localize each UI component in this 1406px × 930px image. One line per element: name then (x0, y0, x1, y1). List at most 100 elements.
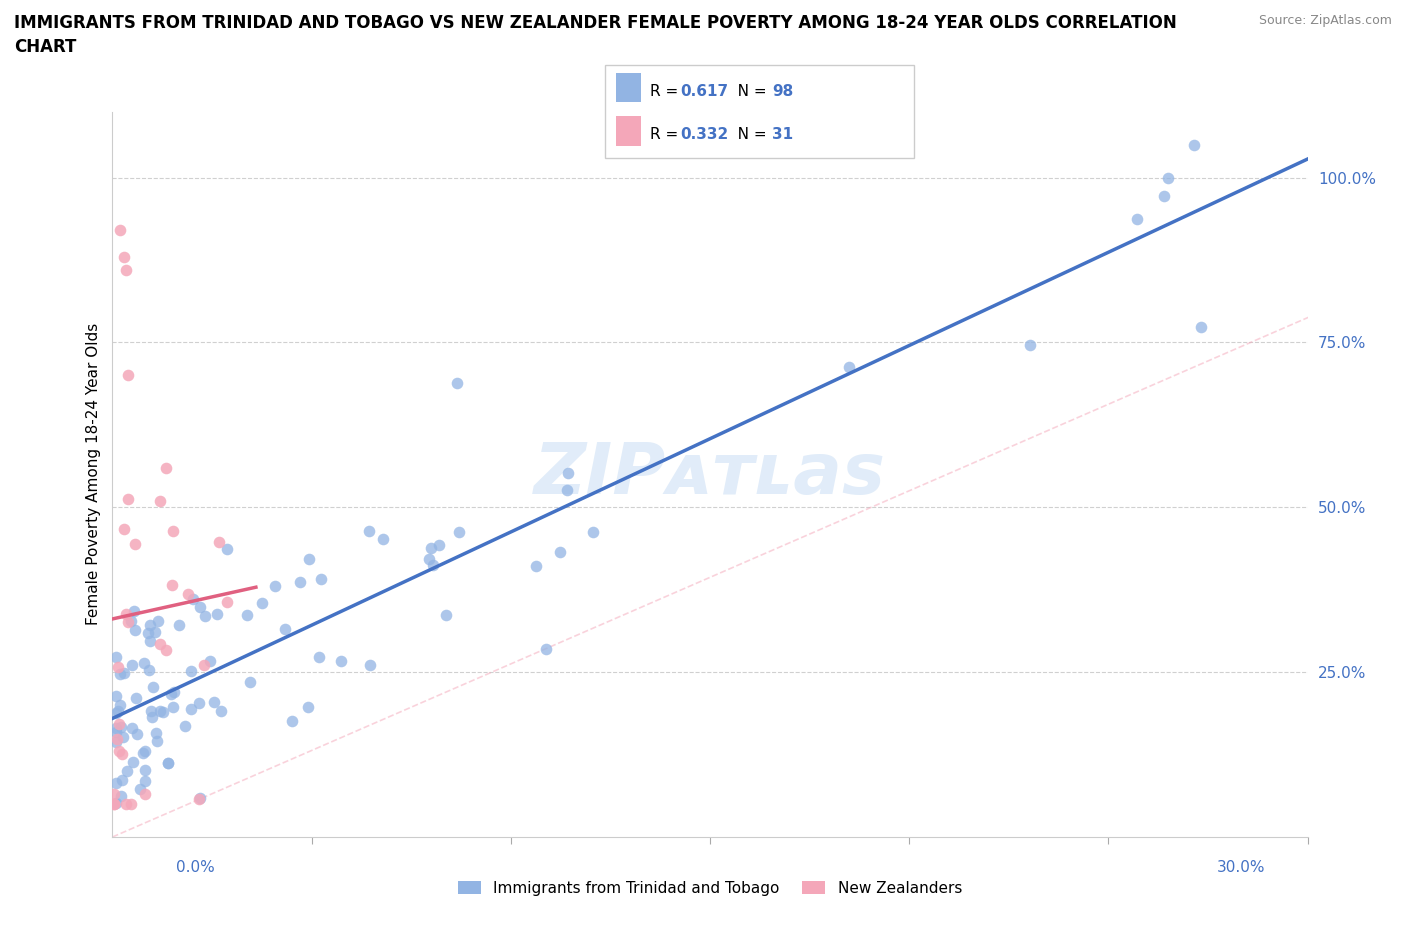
Point (177, 587, 200, 602)
Point (122, 604, 145, 618)
Point (163, 684, 186, 699)
Point (111, 730, 134, 745)
Point (188, 790, 211, 805)
Point (132, 656, 155, 671)
Text: R =: R = (650, 127, 683, 142)
Point (103, 797, 125, 812)
Point (181, 591, 204, 606)
Point (105, 706, 128, 721)
Point (1018, 338, 1040, 352)
Text: 98: 98 (772, 84, 793, 99)
Point (215, 542, 238, 557)
Point (309, 571, 332, 586)
Point (290, 575, 312, 590)
Point (139, 703, 162, 718)
Point (252, 595, 274, 610)
Point (105, 776, 128, 790)
Point (427, 538, 450, 552)
Point (138, 626, 160, 641)
Point (557, 466, 579, 481)
Point (1157, 170, 1180, 185)
Point (129, 781, 152, 796)
Point (308, 649, 330, 664)
Point (105, 649, 128, 664)
Point (298, 551, 321, 566)
Point (160, 686, 183, 701)
Point (103, 787, 125, 802)
Point (152, 705, 174, 720)
Point (125, 726, 148, 741)
Point (162, 524, 184, 538)
Point (115, 606, 138, 621)
Point (524, 559, 547, 574)
Point (418, 551, 440, 566)
Point (157, 756, 180, 771)
Point (111, 773, 134, 788)
Point (134, 763, 156, 777)
Point (155, 460, 177, 475)
Text: 30.0%: 30.0% (1218, 860, 1265, 875)
Point (180, 701, 202, 716)
Point (209, 703, 232, 718)
Point (115, 797, 138, 812)
Y-axis label: Female Poverty Among 18-24 Year Olds: Female Poverty Among 18-24 Year Olds (86, 324, 101, 626)
Point (149, 636, 172, 651)
Point (205, 607, 228, 622)
Point (208, 534, 231, 549)
Point (142, 680, 165, 695)
Point (138, 662, 160, 677)
Point (132, 746, 155, 761)
Point (550, 544, 572, 559)
Legend: Immigrants from Trinidad and Tobago, New Zealanders: Immigrants from Trinidad and Tobago, New… (451, 875, 969, 902)
Point (193, 609, 215, 624)
Text: IMMIGRANTS FROM TRINIDAD AND TOBAGO VS NEW ZEALANDER FEMALE POVERTY AMONG 18-24 : IMMIGRANTS FROM TRINIDAD AND TOBAGO VS N… (14, 14, 1177, 56)
Point (274, 622, 297, 637)
Point (187, 696, 209, 711)
Point (1189, 320, 1212, 335)
Point (188, 600, 211, 615)
Point (117, 491, 139, 506)
Point (162, 699, 184, 714)
Point (146, 613, 169, 628)
Point (1182, 137, 1205, 152)
Text: R =: R = (650, 84, 683, 99)
Point (373, 531, 395, 546)
Text: 31: 31 (772, 127, 793, 142)
Point (180, 663, 202, 678)
Point (139, 618, 162, 632)
Point (1153, 189, 1175, 204)
Point (215, 594, 238, 609)
Point (187, 792, 209, 807)
Point (143, 624, 166, 639)
Point (202, 695, 225, 710)
Point (838, 360, 860, 375)
Point (105, 731, 128, 746)
Point (108, 667, 131, 682)
Point (115, 262, 138, 277)
Point (198, 654, 221, 669)
Point (124, 537, 146, 551)
Point (103, 797, 125, 812)
Point (105, 721, 128, 736)
Point (141, 710, 163, 724)
Point (105, 795, 128, 810)
Point (236, 608, 259, 623)
Point (239, 675, 262, 690)
Point (329, 654, 352, 669)
Point (422, 558, 444, 573)
Point (155, 643, 177, 658)
Point (446, 376, 468, 391)
Point (134, 744, 156, 759)
Text: 0.617: 0.617 (681, 84, 728, 99)
Text: N =: N = (723, 127, 770, 142)
Point (107, 716, 129, 731)
Point (134, 787, 156, 802)
Point (107, 659, 129, 674)
Point (125, 690, 148, 705)
Point (124, 622, 146, 637)
Point (105, 735, 128, 750)
Point (105, 689, 128, 704)
Point (108, 743, 131, 758)
Point (419, 541, 441, 556)
Point (121, 721, 143, 736)
